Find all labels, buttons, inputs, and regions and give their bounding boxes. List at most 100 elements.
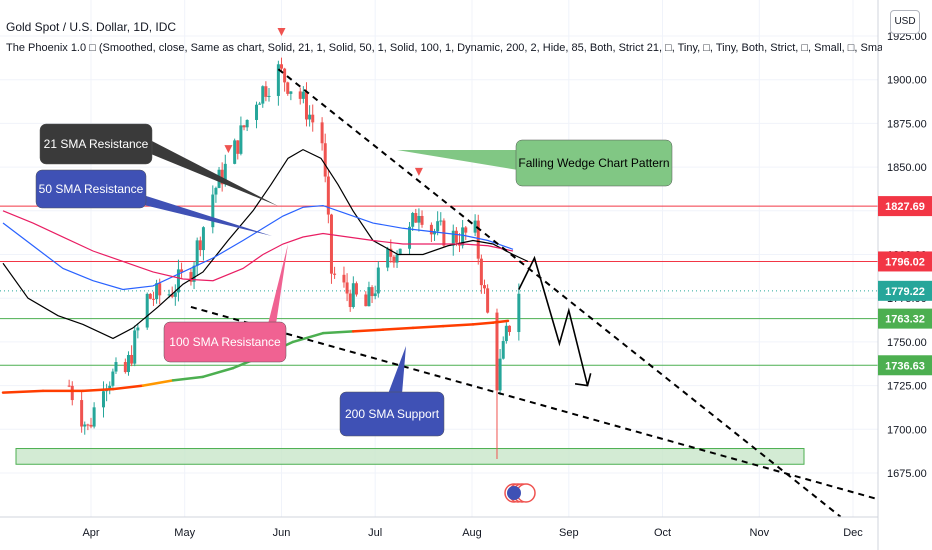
candle-body	[189, 272, 193, 282]
y-tick-label: 1725.00	[887, 381, 927, 393]
callout-box	[515, 139, 673, 187]
candle-body	[101, 391, 105, 408]
candle-body	[170, 294, 174, 297]
candle-body	[86, 424, 90, 426]
candle-body	[298, 91, 302, 99]
x-tick-label: Jul	[368, 527, 382, 539]
candle-body	[429, 224, 433, 235]
candle-body	[151, 298, 155, 300]
x-tick-label: Dec	[843, 527, 863, 539]
candle-body	[258, 103, 262, 105]
candle-body	[479, 258, 483, 286]
candle-body	[158, 283, 162, 296]
candle-body	[283, 68, 287, 83]
candle-body	[301, 91, 305, 99]
sma-200-segment	[381, 326, 415, 331]
candle-body	[89, 424, 93, 427]
candle-body	[354, 283, 358, 295]
support-zone	[15, 448, 805, 465]
candle-body	[223, 163, 227, 185]
sma-200-segment	[81, 387, 115, 393]
sma-200-segment	[1, 389, 45, 394]
callout-pointer	[140, 194, 272, 236]
sma-line-50	[2, 204, 514, 291]
swing-high-marker	[224, 145, 233, 154]
candle-body	[454, 230, 458, 243]
logo-badge-core	[507, 486, 521, 500]
candle-body	[286, 82, 290, 94]
candle-body	[370, 287, 374, 297]
price-label-bg	[878, 355, 932, 376]
sma-200-segment	[471, 321, 495, 326]
horizontal-levels	[0, 205, 878, 465]
callout-label: 100 SMA Resistance	[169, 335, 281, 349]
callout-pointer	[388, 346, 406, 394]
candle-body	[136, 327, 140, 331]
callout-pointer	[146, 140, 278, 206]
candle-body	[417, 215, 421, 223]
candle-body	[126, 354, 130, 373]
callout-label: 50 SMA Resistance	[39, 182, 144, 196]
x-tick-label: Sep	[559, 527, 579, 539]
candle-body	[267, 95, 271, 97]
candle-body	[133, 330, 137, 364]
candle-body	[239, 125, 243, 154]
sma-200-segment	[491, 319, 510, 324]
candle-body	[255, 104, 259, 120]
moving-averages	[1, 148, 529, 394]
candle-body	[433, 231, 437, 235]
candle-body	[114, 362, 118, 372]
callout-pointer	[397, 150, 518, 170]
callout-box	[35, 169, 147, 209]
candle-body	[108, 385, 112, 389]
candle-body	[376, 267, 380, 294]
y-tick-label: 1700.00	[887, 424, 927, 436]
price-label: 1827.69	[885, 201, 925, 213]
candle-body	[373, 293, 377, 297]
projection-path	[518, 255, 589, 386]
currency-button[interactable]: USD	[890, 10, 920, 34]
candle-body	[498, 358, 502, 391]
callout-label: 21 SMA Resistance	[44, 137, 149, 151]
upper-trendline	[277, 68, 842, 518]
candle-body	[348, 293, 352, 307]
price-label: 1763.32	[885, 314, 925, 326]
candle-body	[180, 269, 184, 273]
lower-trendline	[190, 305, 879, 501]
candle-body	[420, 215, 424, 225]
sma-200-segment	[201, 366, 235, 379]
candle-body	[111, 371, 115, 386]
candles	[67, 57, 521, 460]
candle-body	[173, 292, 177, 297]
sma-line-100	[2, 210, 514, 282]
x-tick-label: Jun	[273, 527, 291, 539]
x-tick-label: Aug	[462, 527, 482, 539]
candle-body	[476, 220, 480, 259]
price-label-bg	[878, 251, 932, 272]
candle-body	[80, 400, 84, 427]
candle-body	[408, 226, 412, 249]
projection-arrowhead	[574, 373, 592, 387]
candle-body	[342, 274, 346, 283]
candle-body	[329, 214, 333, 274]
x-tick-label: May	[174, 527, 195, 539]
candle-body	[280, 64, 283, 69]
candle-body	[333, 273, 337, 275]
sma-200-segment	[141, 379, 175, 387]
candle-body	[176, 269, 180, 293]
y-tick-label: 1750.00	[887, 337, 927, 349]
price-label-bg	[878, 196, 932, 217]
candle-body	[289, 91, 293, 94]
candle-body	[486, 288, 490, 313]
candle-body	[236, 140, 240, 154]
x-tick-label: Nov	[750, 527, 770, 539]
callout-box	[163, 321, 287, 363]
candle-body	[198, 240, 202, 251]
y-tick-label: 1900.00	[887, 75, 927, 87]
candle-body	[308, 114, 312, 120]
candle-body	[473, 220, 477, 233]
candle-body	[70, 385, 74, 401]
